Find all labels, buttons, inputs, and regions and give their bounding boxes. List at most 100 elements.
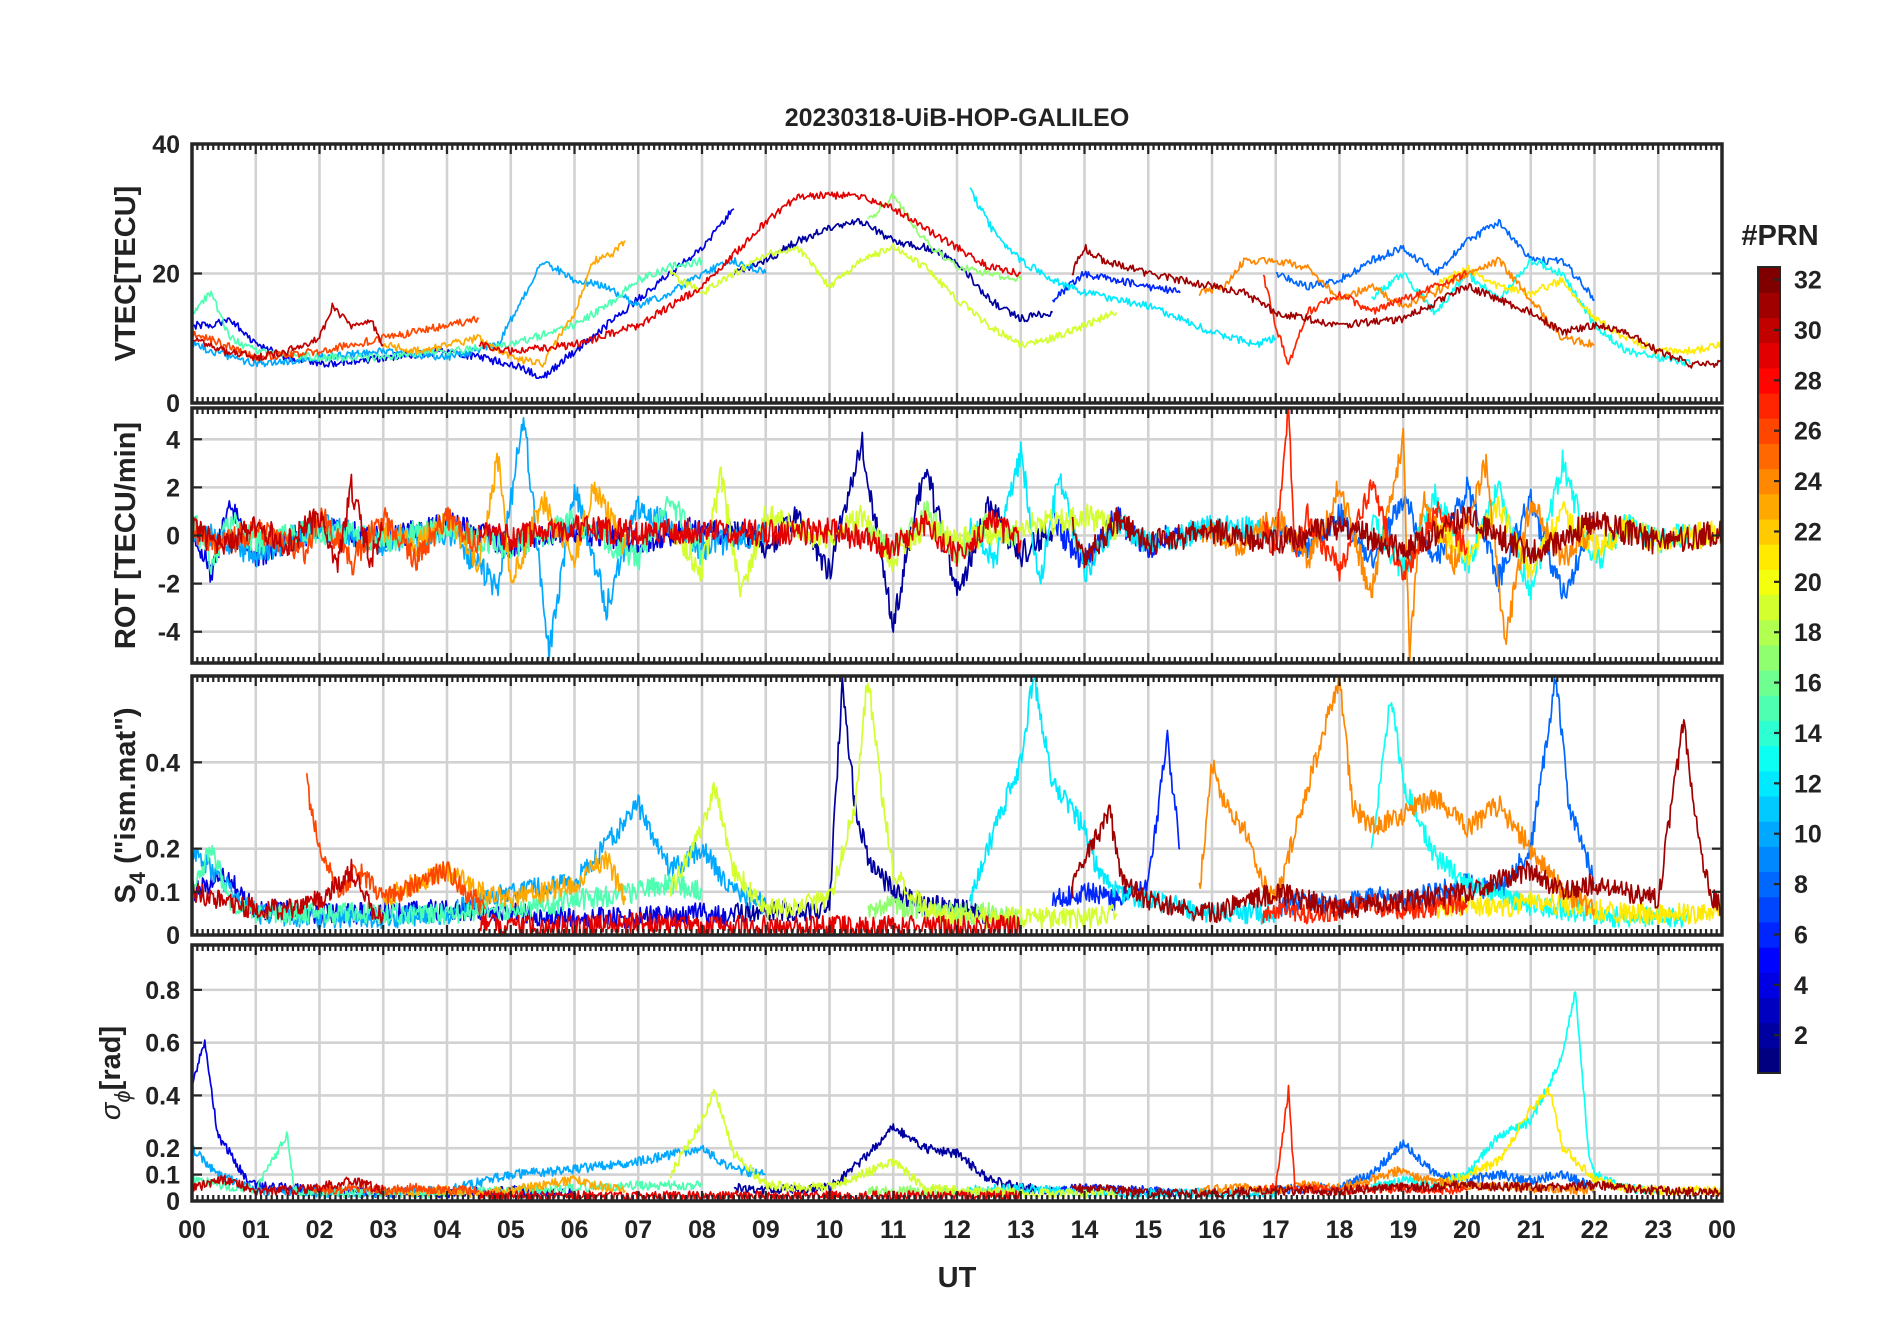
vtec-traces [192, 187, 1722, 380]
rot-y-tick-label: -4 [158, 619, 180, 647]
sigma-series-prn-23 [383, 1174, 627, 1198]
vtec-series-prn-30 [192, 302, 384, 362]
colorbar-segment [1758, 1022, 1780, 1049]
s4-panel: 00.10.20.4S4 ("ism.mat") [110, 674, 1724, 950]
colorbar-tick-label: 6 [1794, 921, 1808, 949]
colorbar-segment [1758, 367, 1780, 394]
colorbar-tick-label: 32 [1794, 267, 1822, 295]
rot-series-prn-19 [669, 466, 1118, 598]
colorbar-tick-label: 10 [1794, 821, 1822, 849]
vtec-series-prn-10 [192, 257, 767, 368]
colorbar-tick-label: 22 [1794, 518, 1822, 546]
s4-y-tick-label: 0 [166, 922, 180, 950]
colorbar-segment [1758, 846, 1780, 873]
vtec-series-prn-19 [669, 242, 1118, 349]
vtec-series-prn-2 [733, 218, 1054, 323]
colorbar-tick-label: 12 [1794, 770, 1822, 798]
s4-y-tick-label: 0.2 [145, 836, 180, 864]
vtec-series-prn-21 [1434, 264, 1722, 356]
x-tick-label: 10 [816, 1216, 844, 1244]
colorbar-segment [1758, 745, 1780, 772]
colorbar-tick-label: 8 [1794, 871, 1808, 899]
x-tick-label: 07 [624, 1216, 652, 1244]
vtec-panel: 0 20 40 VTEC[TECU] [110, 131, 1724, 418]
sigma-traces [192, 991, 1722, 1201]
colorbar-segment [1758, 770, 1780, 797]
vtec-y-tick-label: 40 [152, 131, 180, 159]
colorbar-segment [1758, 317, 1780, 344]
x-tick-label: 09 [752, 1216, 780, 1244]
colorbar-segment [1758, 267, 1780, 293]
chart-title: 20230318-UiB-HOP-GALILEO [785, 104, 1130, 132]
s4-series-prn-19 [669, 682, 1118, 930]
vtec-y-tick-label: 0 [166, 390, 180, 418]
colorbar-segment [1758, 670, 1780, 696]
colorbar-tick-label: 16 [1794, 670, 1822, 698]
sigma-series-prn-26 [306, 1182, 480, 1196]
colorbar-segment [1758, 921, 1780, 948]
colorbar-segment [1758, 292, 1780, 318]
s4-series-prn-30 [192, 858, 385, 925]
colorbar-segment [1758, 493, 1780, 520]
vtec-series-prn-12 [969, 187, 1277, 349]
rot-series-prn-13 [1370, 449, 1691, 601]
s4-y-axis-label-sub: 4 [125, 871, 150, 884]
sigma-y-tick-label: 0.2 [145, 1135, 180, 1163]
colorbar-tick-label: 24 [1794, 468, 1822, 496]
colorbar-segment [1758, 468, 1780, 495]
rot-y-tick-label: 2 [166, 474, 180, 502]
x-tick-label: 05 [497, 1216, 525, 1244]
s4-traces [192, 676, 1722, 935]
x-tick-label: 17 [1262, 1216, 1290, 1244]
sigma-y-tick-label: 0.4 [145, 1082, 180, 1110]
x-axis: 00 01 02 03 04 05 06 07 08 09 10 11 12 13 14 15 16 17 18 19… [178, 1216, 1736, 1244]
x-tick-label: 22 [1581, 1216, 1609, 1244]
colorbar-segment [1758, 795, 1780, 822]
x-tick-label: 04 [433, 1216, 461, 1244]
colorbar-segment [1758, 569, 1780, 596]
x-tick-label: 06 [561, 1216, 589, 1244]
vtec-series-prn-23 [382, 240, 626, 368]
vtec-series-prn-26 [192, 315, 480, 362]
colorbar-title: #PRN [1741, 220, 1818, 252]
rot-series-prn-12 [968, 441, 1277, 585]
vtec-series-prn-31 [1071, 243, 1722, 369]
colorbar-segment [1758, 720, 1780, 747]
s4-y-axis-label: S4 ("ism.mat") [110, 707, 150, 903]
vtec-y-axis-label: VTEC[TECU] [110, 186, 142, 362]
colorbar-segment [1758, 544, 1780, 570]
s4-y-tick-label: 0.1 [145, 879, 180, 907]
x-tick-label: 02 [306, 1216, 334, 1244]
colorbar-segment [1758, 972, 1780, 999]
sigma-series-prn-12 [968, 1182, 1277, 1199]
s4-series-prn-31 [1070, 719, 1722, 924]
x-tick-label: 01 [242, 1216, 270, 1244]
sigma-y-tick-label: 0.6 [145, 1030, 180, 1058]
vtec-frame [190, 142, 1724, 405]
sigma-y-tick-label: 0 [166, 1188, 180, 1216]
colorbar-segment [1758, 896, 1780, 923]
sigma-series-prn-8 [1274, 1139, 1595, 1195]
x-tick-label: 12 [943, 1216, 971, 1244]
colorbar-segment [1758, 1047, 1780, 1074]
x-axis-label: UT [938, 1262, 977, 1294]
rot-y-tick-label: -2 [158, 571, 180, 599]
x-tick-label: 15 [1134, 1216, 1162, 1244]
colorbar-segment [1758, 997, 1780, 1024]
rot-y-tick-label: 4 [166, 426, 180, 454]
vtec-series-prn-8 [1275, 218, 1595, 302]
sigma-y-tick-label: 0.1 [145, 1162, 180, 1190]
rot-series-prn-27 [1262, 408, 1468, 582]
x-tick-label: 13 [1007, 1216, 1035, 1244]
vtec-series-prn-27 [1262, 270, 1468, 366]
vtec-series-prn-6 [1051, 270, 1181, 303]
sigma-y-axis-label-sub: ϕ [110, 1090, 135, 1102]
colorbar-segment [1758, 594, 1780, 621]
x-tick-label: 20 [1453, 1216, 1481, 1244]
sigma-y-axis-label-rest: [rad] [95, 1026, 127, 1090]
colorbar-frame [1757, 266, 1781, 1074]
rot-y-axis-label: ROT [TECU/min] [110, 422, 142, 649]
vtec-series-prn-17 [867, 192, 1022, 283]
vtec-series-prn-29 [478, 191, 1022, 356]
